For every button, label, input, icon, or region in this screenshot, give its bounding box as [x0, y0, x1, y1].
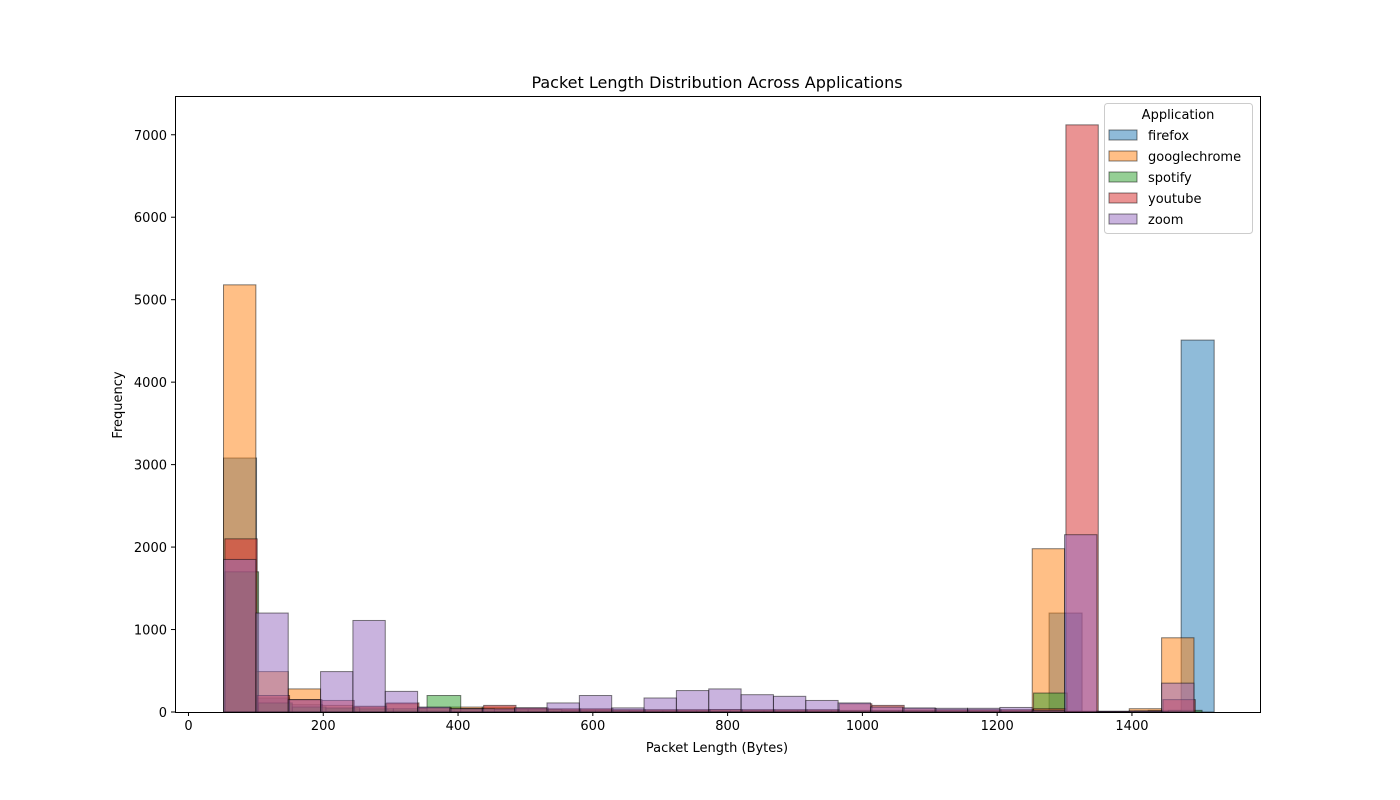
legend-label-youtube: youtube	[1148, 192, 1201, 207]
zoom-bar	[481, 708, 516, 713]
zoom-bar	[514, 707, 548, 713]
zoom-bar	[449, 708, 483, 713]
zoom-bar	[546, 702, 580, 713]
legend-swatch-zoom	[1108, 213, 1138, 225]
y-axis-label: Frequency	[111, 371, 126, 438]
chart-title: Packet Length Distribution Across Applic…	[531, 73, 902, 92]
zoom-bar	[223, 558, 257, 713]
legend: Application firefox googlechrome spotify yo…	[1104, 103, 1253, 234]
y-tick-label: 4000	[134, 376, 167, 391]
x-axis-label: Packet Length (Bytes)	[646, 741, 788, 756]
x-tick-label: 1000	[846, 719, 879, 734]
y-tick-label: 0	[159, 706, 167, 721]
y-tick-label: 2000	[134, 541, 167, 556]
zoom-bar	[772, 695, 807, 713]
zoom-bar	[1161, 682, 1195, 713]
legend-swatch-firefox	[1108, 129, 1138, 141]
x-tick-label: 200	[311, 719, 336, 734]
legend-swatch-youtube	[1108, 192, 1138, 204]
zoom-bar	[320, 671, 354, 713]
zoom-bar	[999, 706, 1033, 713]
zoom-bar	[643, 697, 677, 713]
zoom-bar	[805, 699, 839, 713]
legend-swatch-googlechrome	[1108, 150, 1138, 162]
bars-layer	[223, 124, 1215, 713]
plot-frame	[175, 96, 1261, 713]
x-tick-label: 0	[184, 719, 192, 734]
zoom-bar	[740, 694, 774, 713]
x-tick-label: 1200	[981, 719, 1014, 734]
zoom-bar	[1064, 534, 1098, 713]
y-tick-label: 3000	[134, 459, 167, 474]
x-tick-label: 400	[446, 719, 471, 734]
legend-label-googlechrome: googlechrome	[1148, 150, 1241, 165]
zoom-bar	[934, 707, 969, 713]
y-tick-label: 6000	[134, 211, 167, 226]
x-tick-label: 800	[715, 719, 740, 734]
zoom-bar	[708, 688, 742, 713]
legend-box	[1104, 103, 1253, 234]
zoom-bar	[869, 706, 904, 713]
zoom-bar	[967, 707, 1001, 713]
zoom-bar	[287, 699, 322, 713]
y-axis: 0 1000 2000 3000 4000 5000 6000 7000	[134, 129, 175, 721]
legend-label-spotify: spotify	[1148, 171, 1192, 186]
zoom-bar	[417, 706, 451, 713]
legend-title: Application	[1142, 108, 1215, 123]
x-axis: 0 200 400 600 800 1000 1200 1400	[184, 712, 1149, 734]
zoom-bar	[1031, 709, 1066, 713]
zoom-bar	[675, 690, 710, 713]
zoom-bar	[837, 702, 871, 713]
googlechrome-bar	[1031, 548, 1066, 713]
zoom-bar	[578, 695, 613, 713]
x-tick-label: 1400	[1115, 719, 1148, 734]
series-zoom	[223, 534, 1195, 713]
zoom-bar	[352, 619, 386, 713]
zoom-bar	[1096, 710, 1130, 713]
legend-label-zoom: zoom	[1148, 213, 1183, 228]
zoom-bar	[384, 690, 419, 713]
y-tick-label: 1000	[134, 624, 167, 639]
zoom-bar	[611, 707, 645, 713]
zoom-bar	[1128, 710, 1163, 713]
x-tick-label: 600	[580, 719, 605, 734]
zoom-bar	[255, 612, 289, 713]
y-tick-label: 5000	[134, 294, 167, 309]
y-tick-label: 7000	[134, 129, 167, 144]
legend-label-firefox: firefox	[1148, 129, 1189, 144]
zoom-bar	[902, 707, 936, 713]
legend-swatch-spotify	[1108, 171, 1138, 183]
